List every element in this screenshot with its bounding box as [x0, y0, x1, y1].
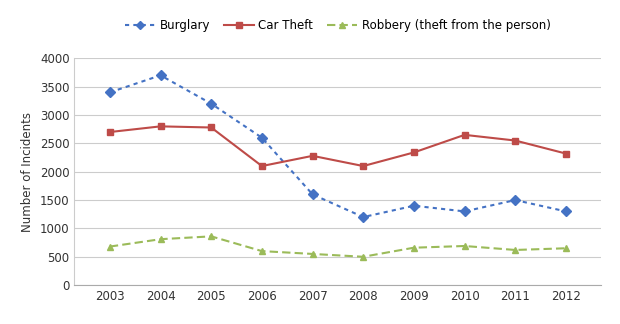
Robbery (theft from the person)	[360, 255, 367, 259]
Legend: Burglary, Car Theft, Robbery (theft from the person): Burglary, Car Theft, Robbery (theft from…	[120, 14, 556, 37]
Car Theft	[208, 125, 215, 129]
Burglary	[512, 198, 519, 202]
Car Theft	[461, 133, 468, 137]
Car Theft	[562, 152, 570, 156]
Car Theft	[157, 124, 164, 128]
Car Theft	[106, 130, 113, 134]
Car Theft	[512, 139, 519, 143]
Burglary	[309, 192, 316, 196]
Burglary	[360, 215, 367, 219]
Robbery (theft from the person)	[309, 252, 316, 256]
Line: Car Theft: Car Theft	[107, 123, 569, 169]
Car Theft	[410, 150, 418, 154]
Line: Burglary: Burglary	[107, 72, 569, 221]
Robbery (theft from the person)	[258, 249, 265, 253]
Y-axis label: Number of Incidents: Number of Incidents	[21, 112, 34, 232]
Robbery (theft from the person)	[562, 246, 570, 250]
Robbery (theft from the person)	[512, 248, 519, 252]
Line: Robbery (theft from the person): Robbery (theft from the person)	[107, 233, 569, 260]
Car Theft	[309, 154, 316, 158]
Burglary	[258, 136, 265, 140]
Robbery (theft from the person)	[410, 246, 418, 250]
Robbery (theft from the person)	[461, 244, 468, 248]
Burglary	[562, 210, 570, 214]
Burglary	[410, 204, 418, 208]
Burglary	[157, 74, 164, 77]
Robbery (theft from the person)	[208, 235, 215, 238]
Burglary	[461, 210, 468, 214]
Car Theft	[258, 164, 265, 168]
Car Theft	[360, 164, 367, 168]
Robbery (theft from the person)	[106, 245, 113, 249]
Burglary	[106, 90, 113, 94]
Robbery (theft from the person)	[157, 237, 164, 241]
Burglary	[208, 102, 215, 106]
